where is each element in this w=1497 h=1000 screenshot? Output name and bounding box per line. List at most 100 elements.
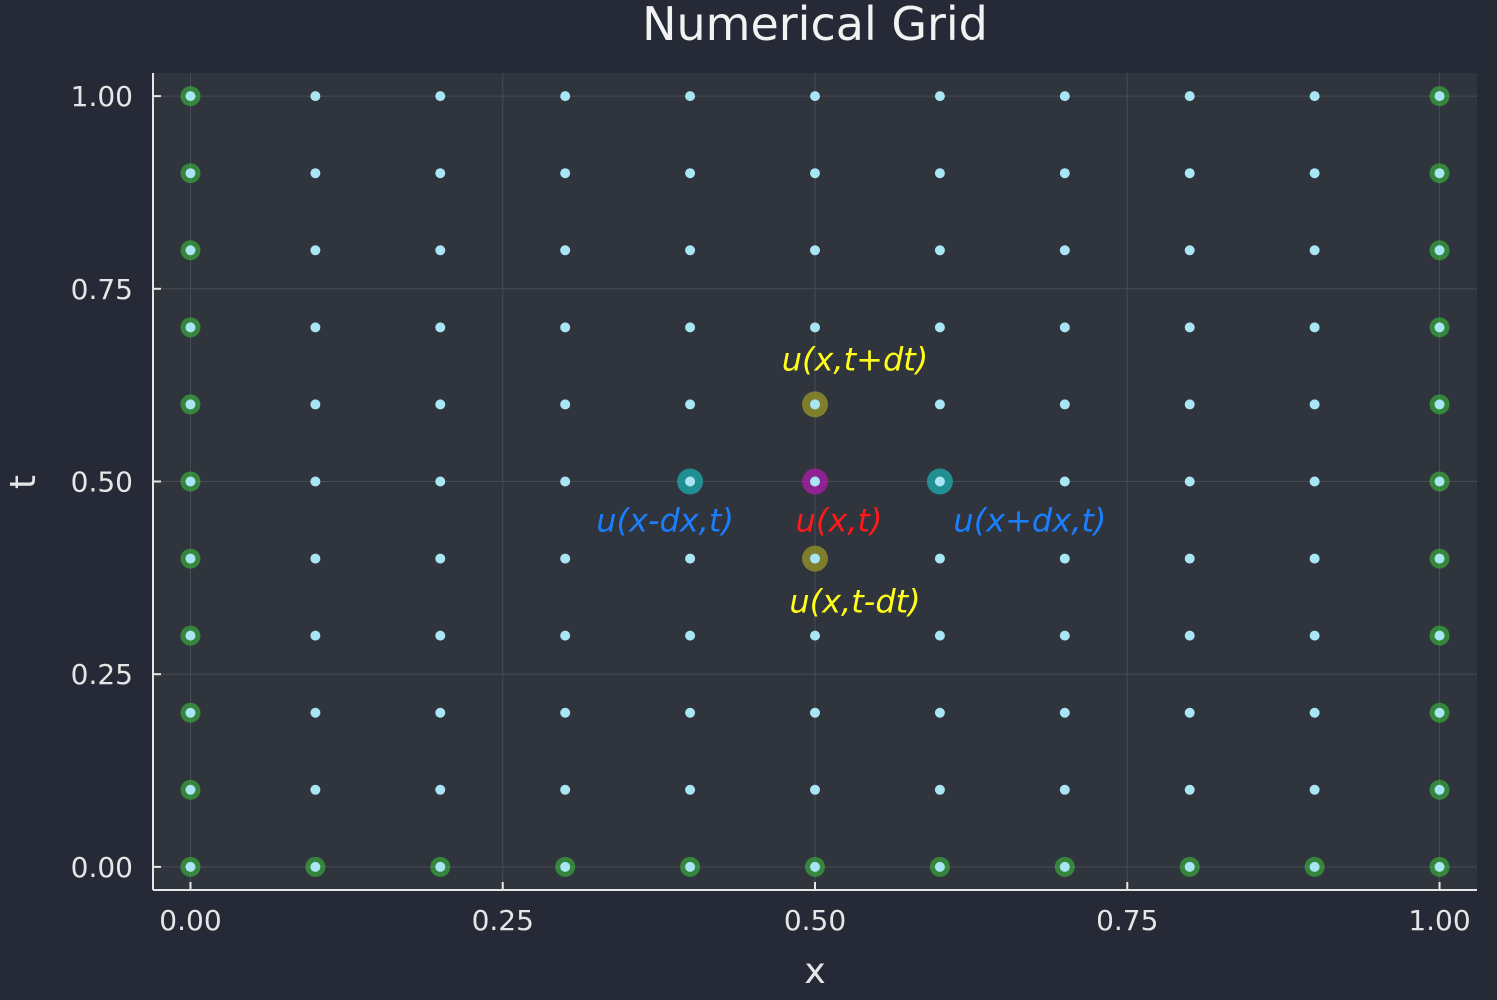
grid-point: [1309, 91, 1320, 102]
grid-point: [560, 630, 571, 641]
grid-point: [934, 91, 945, 102]
grid-point: [810, 861, 820, 872]
highlight-center: [810, 553, 820, 564]
grid-point: [810, 784, 820, 795]
grid-point: [1434, 399, 1445, 410]
grid-point: [310, 861, 321, 872]
grid-point: [310, 707, 321, 718]
grid-point: [1184, 630, 1195, 641]
grid-point: [810, 168, 820, 179]
grid-point: [435, 784, 446, 795]
grid-point: [685, 168, 696, 179]
x-tick-label: 0.75: [1096, 904, 1158, 937]
grid-points: [180, 86, 1450, 877]
grid-point: [685, 707, 696, 718]
highlight-label: u(x,t+dt): [782, 340, 929, 378]
grid-point: [310, 399, 321, 410]
grid-point: [1184, 784, 1195, 795]
grid-point: [185, 553, 196, 564]
grid-point: [310, 630, 321, 641]
y-axis-title: t: [3, 475, 44, 489]
grid-point: [1059, 707, 1070, 718]
chart-title: Numerical Grid: [642, 0, 988, 51]
grid-point: [1434, 707, 1445, 718]
y-tick-label: 1.00: [71, 80, 133, 113]
grid-point: [934, 707, 945, 718]
grid-point: [1309, 245, 1320, 256]
grid-point: [1309, 707, 1320, 718]
grid-point: [1059, 245, 1070, 256]
grid-point: [934, 168, 945, 179]
grid-point: [1059, 91, 1070, 102]
grid-point: [435, 91, 446, 102]
grid-point: [435, 322, 446, 333]
tick-labels: 0.00 0.25 0.50 0.75 1.00 0.00 0.25 0.50 0.75 1.00: [71, 80, 1471, 937]
y-tick-label: 0.75: [71, 273, 133, 306]
grid-point: [810, 707, 820, 718]
grid-point: [1309, 168, 1320, 179]
grid-point: [560, 707, 571, 718]
highlight-center: [810, 476, 820, 487]
x-axis-title: x: [804, 951, 825, 992]
grid-point: [810, 245, 820, 256]
grid-point: [934, 630, 945, 641]
highlight-center: [810, 399, 820, 410]
y-tick-label: 0.00: [71, 851, 133, 884]
grid-point: [1059, 630, 1070, 641]
grid-point: [560, 399, 571, 410]
x-tick-label: 0.00: [159, 904, 221, 937]
grid-point: [1309, 861, 1320, 872]
grid-point: [1184, 553, 1195, 564]
grid-point: [435, 630, 446, 641]
grid-point: [1434, 476, 1445, 487]
grid-point: [934, 784, 945, 795]
grid-point: [185, 861, 196, 872]
grid-point: [810, 322, 820, 333]
grid-point: [310, 476, 321, 487]
grid-point: [435, 245, 446, 256]
grid-point: [185, 630, 196, 641]
grid-point: [934, 553, 945, 564]
grid-point: [934, 245, 945, 256]
grid-point: [1059, 168, 1070, 179]
highlight-center: [685, 476, 696, 487]
highlight-label: u(x,t-dt): [789, 583, 920, 621]
grid-point: [1184, 322, 1195, 333]
grid-point: [934, 322, 945, 333]
grid-point: [1184, 245, 1195, 256]
grid-point: [685, 630, 696, 641]
grid-point: [1184, 476, 1195, 487]
highlight-label: u(x+dx,t): [953, 502, 1106, 540]
grid-point: [185, 784, 196, 795]
x-tick-label: 0.25: [472, 904, 534, 937]
grid-point: [1184, 707, 1195, 718]
grid-point: [185, 322, 196, 333]
grid-point: [1309, 553, 1320, 564]
grid-point: [1309, 784, 1320, 795]
x-tick-label: 0.50: [784, 904, 846, 937]
grid-point: [934, 399, 945, 410]
grid-point: [1059, 476, 1070, 487]
grid-point: [310, 245, 321, 256]
grid-point: [1059, 399, 1070, 410]
grid-point: [685, 861, 696, 872]
highlight-label: u(x,t): [796, 502, 883, 540]
grid-point: [560, 91, 571, 102]
grid-point: [1184, 168, 1195, 179]
y-tick-label: 0.50: [71, 466, 133, 499]
grid-point: [1059, 553, 1070, 564]
annotations: u(x,t) u(x-dx,t) u(x+dx,t) u(x,t+dt) u(x,t-d…: [596, 340, 1106, 620]
grid-point: [310, 168, 321, 179]
grid-point: [1184, 399, 1195, 410]
highlight-center: [934, 476, 945, 487]
grid-point: [934, 861, 945, 872]
grid-point: [435, 476, 446, 487]
grid-point: [685, 245, 696, 256]
grid-point: [1434, 784, 1445, 795]
grid-point: [185, 91, 196, 102]
grid-point: [1434, 245, 1445, 256]
grid-point: [1309, 322, 1320, 333]
grid-point: [560, 553, 571, 564]
grid-point: [685, 322, 696, 333]
